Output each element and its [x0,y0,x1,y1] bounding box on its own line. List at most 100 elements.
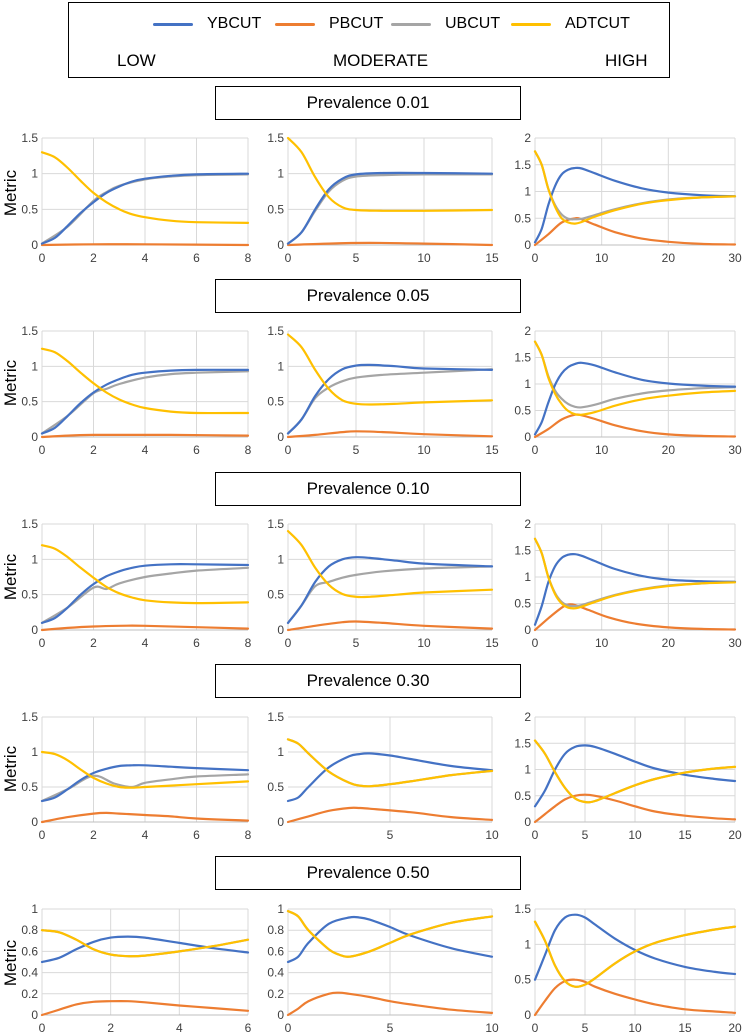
x-tick-label-p3-2: 0 [532,828,539,842]
y-tick-label-p4-0: 0.2 [21,987,38,1001]
series-line-adtcut-p2-2 [533,537,737,610]
series-line-ybcut-p0-2 [533,166,737,244]
series-line-ybcut-p2-0 [40,563,250,624]
y-tick-label-p4-0: 0.6 [21,944,38,958]
series-line-adtcut-p4-1 [286,910,494,958]
series-line-pbcut-p2-2 [533,603,737,632]
x-tick-label-p2-2: 30 [728,636,742,650]
series-line-adtcut-p4-0 [40,929,250,958]
series-line-adtcut-p0-0 [40,151,250,224]
y-tick-label-p4-1: 0 [277,1008,284,1022]
x-tick-label-p0-2: 20 [662,251,676,265]
y-tick-label-p1-1: 0 [277,430,284,444]
series-line-pbcut-p3-0 [40,811,250,824]
y-tick-label-p2-1: 1.5 [267,517,284,531]
x-tick-label-p1-2: 30 [728,443,742,457]
y-tick-label-p3-1: 1.5 [267,710,284,724]
x-tick-label-p3-0: 6 [193,828,200,842]
y-tick-label-p0-2: 2 [524,131,531,145]
y-tick-label-p3-0: 0 [31,815,38,829]
x-tick-label-p0-1: 5 [353,251,360,265]
x-tick-label-p3-0: 2 [90,828,97,842]
legend-entry-ubcut: UBCUT [391,9,500,39]
x-tick-label-p2-1: 0 [285,636,292,650]
x-tick-label-p3-2: 5 [582,828,589,842]
x-tick-label-p2-2: 10 [595,636,609,650]
series-line-pbcut-p4-0 [40,999,250,1017]
x-tick-label-p3-0: 0 [39,828,46,842]
series-line-pbcut-p0-2 [533,216,737,247]
y-tick-label-p1-2: 0.5 [514,404,531,418]
series-line-pbcut-p3-2 [533,793,737,824]
y-tick-label-p1-0: 0.5 [21,395,38,409]
x-tick-label-p0-1: 0 [285,251,292,265]
y-tick-label-p1-1: 1 [277,359,284,373]
y-tick-label-p0-0: 0 [31,238,38,252]
y-tick-label-p4-0: 0.4 [21,966,38,980]
y-tick-label-p3-2: 2 [524,710,531,724]
legend-swatch-ubcut [391,22,431,26]
series-line-pbcut-p1-0 [40,433,250,439]
series-line-adtcut-p1-2 [533,340,737,416]
series-line-adtcut-p3-2 [533,739,737,804]
series-line-ybcut-p4-0 [40,935,250,964]
y-tick-label-p1-0: 1 [31,359,38,373]
x-tick-label-p2-0: 8 [245,636,252,650]
x-tick-label-p1-0: 8 [245,443,252,457]
y-tick-label-p0-1: 0 [277,238,284,252]
series-line-adtcut-p2-1 [286,530,494,599]
series-line-ybcut-p1-2 [533,361,737,436]
series-line-pbcut-p0-0 [40,243,250,247]
x-tick-label-p0-0: 0 [39,251,46,265]
y-tick-label-p0-2: 1.5 [514,158,531,172]
x-tick-label-p2-2: 20 [662,636,676,650]
x-tick-label-p2-1: 15 [485,636,499,650]
y-tick-label-p1-0: 1.5 [21,324,38,338]
x-tick-label-p2-0: 2 [90,636,97,650]
y-tick-label-p4-1: 0.2 [267,987,284,1001]
x-tick-label-p4-2: 0 [532,1021,539,1035]
y-tick-label-p0-0: 1 [31,167,38,181]
y-tick-label-p0-1: 0.5 [267,202,284,216]
series-line-adtcut-p4-2 [533,920,737,988]
series-line-ubcut-p4-0 [40,929,250,958]
series-line-ubcut-p2-0 [40,566,250,624]
series-line-ubcut-p0-2 [533,150,737,221]
series-line-ybcut-p3-1 [286,752,494,803]
series-line-pbcut-p2-1 [286,620,494,632]
prevalence-title-0.01: Prevalence 0.01 [215,86,521,120]
x-tick-label-p3-0: 4 [142,828,149,842]
x-tick-label-p4-1: 10 [485,1021,499,1035]
level-label-moderate: MODERATE [333,51,429,70]
series-line-adtcut-p1-0 [40,347,250,415]
x-tick-label-p2-0: 0 [39,636,46,650]
x-tick-label-p0-2: 10 [595,251,609,265]
x-tick-label-p4-0: 0 [39,1021,46,1035]
y-tick-label-p0-0: 1.5 [21,131,38,145]
x-tick-label-p2-2: 0 [532,636,539,650]
x-tick-label-p1-0: 0 [39,443,46,457]
series-line-ybcut-p3-2 [533,744,737,808]
x-tick-label-p1-2: 0 [532,443,539,457]
y-tick-label-p2-0: 0 [31,623,38,637]
x-tick-label-p3-1: 10 [485,828,499,842]
x-tick-label-p4-2: 10 [628,1021,642,1035]
y-tick-label-p3-2: 1.5 [514,736,531,750]
y-tick-label-p3-2: 0.5 [514,789,531,803]
series-line-adtcut-p0-2 [533,150,737,225]
y-tick-label-p2-2: 0 [524,623,531,637]
y-tick-label-p1-2: 1 [524,377,531,391]
y-tick-label-p3-2: 0 [524,815,531,829]
y-tick-label-p1-2: 2 [524,324,531,338]
x-tick-label-p3-2: 15 [678,828,692,842]
x-tick-label-p0-0: 8 [245,251,252,265]
y-tick-label-p3-1: 0.5 [267,780,284,794]
x-tick-label-p2-0: 6 [193,636,200,650]
series-line-pbcut-p3-1 [286,806,494,824]
y-tick-label-p1-2: 1.5 [514,351,531,365]
y-tick-label-p1-1: 0.5 [267,395,284,409]
x-tick-label-p3-0: 8 [245,828,252,842]
x-tick-label-p0-1: 15 [485,251,499,265]
x-tick-label-p1-1: 5 [353,443,360,457]
